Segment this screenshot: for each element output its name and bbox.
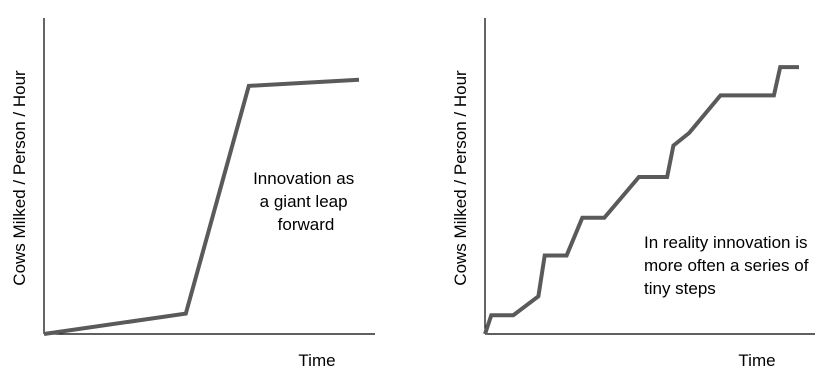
right-series-line bbox=[483, 65, 799, 335]
right-y-axis-label: Cows Milked / Person / Hour bbox=[451, 70, 470, 286]
right-x-axis-label: Time bbox=[738, 351, 775, 368]
left-series-line bbox=[43, 77, 360, 336]
left-annotation: Innovation as a giant leap forward bbox=[253, 169, 359, 234]
left-x-axis-label: Time bbox=[298, 351, 335, 368]
right-annotation: In reality innovation is more often a se… bbox=[644, 233, 813, 298]
right-annotation-line-1: In reality innovation is bbox=[644, 233, 807, 252]
left-y-axis-label: Cows Milked / Person / Hour bbox=[10, 70, 29, 286]
left-annotation-line-1: Innovation as bbox=[253, 169, 354, 188]
chart-right: Cows Milked / Person / Hour Time In real… bbox=[451, 18, 815, 368]
left-annotation-line-2: a giant leap bbox=[260, 192, 348, 211]
left-annotation-line-3: forward bbox=[278, 215, 335, 234]
right-annotation-line-2: more often a series of bbox=[644, 256, 809, 275]
right-annotation-line-3: tiny steps bbox=[644, 279, 716, 298]
chart-left: Cows Milked / Person / Hour Time Innovat… bbox=[10, 18, 375, 368]
